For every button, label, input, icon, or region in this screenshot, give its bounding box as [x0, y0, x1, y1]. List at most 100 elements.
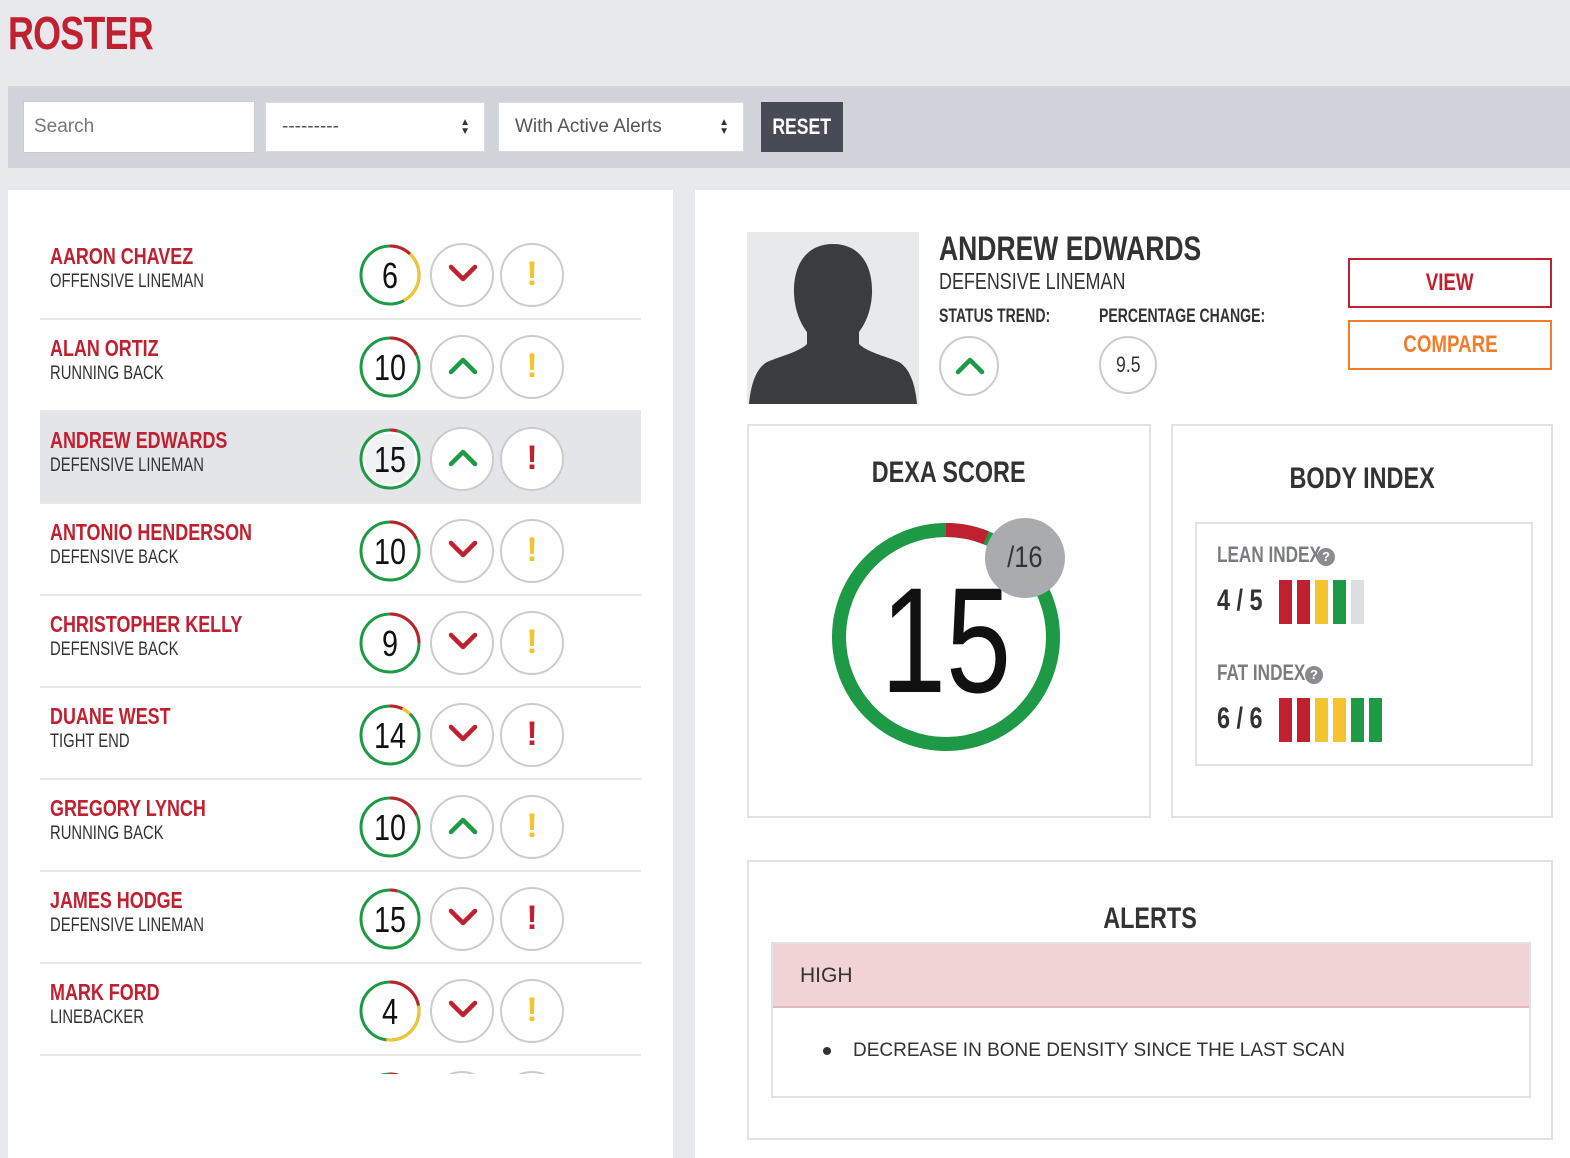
alert-icon[interactable]: !	[500, 795, 564, 859]
alert-icon[interactable]: !	[500, 243, 564, 307]
score-value: 10	[374, 807, 406, 848]
roster-row[interactable]: JAMES HODGE DEFENSIVE LINEMAN 15!	[40, 872, 641, 964]
view-button[interactable]: VIEW	[1348, 258, 1552, 308]
player-position: DEFENSIVE LINEMAN	[939, 268, 1126, 294]
score-ring: 15	[359, 428, 421, 490]
score-ring: 6	[359, 244, 421, 306]
player-name: CHRISTOPHER KELLY	[50, 611, 243, 637]
player-name: ANTONIO HENDERSON	[50, 519, 253, 545]
body-index-card: BODY INDEX LEAN INDEX ? 4 / 5 FAT INDEX …	[1171, 424, 1553, 818]
bullet-icon	[823, 1047, 831, 1055]
dexa-score-value: 15	[881, 556, 1011, 724]
lean-index-score: 4 / 5	[1217, 584, 1263, 617]
percentage-change-label: PERCENTAGE CHANGE:	[1099, 306, 1266, 327]
trend-down-icon[interactable]	[430, 703, 494, 767]
roster-row[interactable]: ANDREW EDWARDS DEFENSIVE LINEMAN 15!	[40, 412, 641, 504]
player-position: LINEBACKER	[50, 1007, 144, 1028]
alert-icon[interactable]: !	[500, 611, 564, 675]
player-position: OFFENSIVE LINEMAN	[50, 271, 204, 292]
select-arrows-icon: ▲ ▼	[719, 117, 729, 137]
help-icon[interactable]: ?	[1305, 666, 1323, 684]
player-position: TIGHT END	[50, 731, 130, 752]
player-name: AARON CHAVEZ	[50, 243, 194, 269]
index-bar	[1297, 698, 1310, 742]
fat-index-score: 6 / 6	[1217, 702, 1263, 735]
player-detail-panel: ANDREW EDWARDS DEFENSIVE LINEMAN STATUS …	[695, 190, 1570, 1158]
dexa-title: DEXA SCORE	[872, 456, 1026, 489]
alert-icon[interactable]: !	[500, 1071, 564, 1074]
alert-icon[interactable]: !	[500, 427, 564, 491]
index-bar	[1315, 698, 1328, 742]
trend-up-icon[interactable]	[430, 795, 494, 859]
roster-list[interactable]: AARON CHAVEZ OFFENSIVE LINEMAN 6! ALAN ORTI…	[40, 228, 641, 1074]
status-trend-label: STATUS TREND:	[939, 306, 1051, 327]
roster-row[interactable]: ANTONIO HENDERSON DEFENSIVE BACK 10!	[40, 504, 641, 596]
panel-divider	[673, 190, 695, 1158]
alert-box: HIGH DECREASE IN BONE DENSITY SINCE THE …	[771, 942, 1531, 1098]
position-select-value: ---------	[282, 116, 339, 137]
player-name: DUANE WEST	[50, 703, 171, 729]
score-ring: 15	[359, 888, 421, 950]
trend-up-icon[interactable]	[430, 335, 494, 399]
trend-up-icon	[939, 336, 999, 396]
alert-icon[interactable]: !	[500, 519, 564, 583]
alert-icon[interactable]: !	[500, 335, 564, 399]
roster-panel: AARON CHAVEZ OFFENSIVE LINEMAN 6! ALAN ORTI…	[8, 190, 673, 1158]
avatar	[747, 232, 919, 404]
score-value: 10	[374, 347, 406, 388]
roster-row[interactable]: ALAN ORTIZ RUNNING BACK 10!	[40, 320, 641, 412]
alerts-card: ALERTS HIGH DECREASE IN BONE DENSITY SIN…	[747, 860, 1553, 1140]
lean-index-label: LEAN INDEX	[1217, 542, 1321, 567]
alerts-title: ALERTS	[1103, 902, 1197, 935]
player-name: ANDREW EDWARDS	[939, 230, 1202, 268]
dexa-total-badge: /16	[985, 518, 1065, 598]
roster-row[interactable]: GREGORY LYNCH RUNNING BACK 10!	[40, 780, 641, 872]
player-name: GREGORY LYNCH	[50, 795, 206, 821]
reset-button[interactable]: RESET	[761, 102, 843, 152]
player-name: MARK FORD	[50, 979, 160, 1005]
roster-row[interactable]: MARK FORD LINEBACKER 4!	[40, 964, 641, 1056]
alert-icon[interactable]: !	[500, 979, 564, 1043]
index-bar	[1369, 698, 1382, 742]
position-select[interactable]: --------- ▲ ▼	[265, 102, 485, 152]
index-bar	[1351, 580, 1364, 624]
alert-icon[interactable]: !	[500, 703, 564, 767]
alert-icon[interactable]: !	[500, 887, 564, 951]
score-ring: 10	[359, 336, 421, 398]
player-position: DEFENSIVE LINEMAN	[50, 915, 205, 936]
roster-row[interactable]: AARON CHAVEZ OFFENSIVE LINEMAN 6!	[40, 228, 641, 320]
roster-row[interactable]: !	[40, 1056, 641, 1074]
index-bar	[1333, 580, 1346, 624]
score-value: 9	[382, 623, 398, 664]
score-ring	[359, 1072, 421, 1074]
score-ring: 4	[359, 980, 421, 1042]
score-ring: 10	[359, 796, 421, 858]
trend-up-icon[interactable]	[430, 427, 494, 491]
percentage-change-value: 9.5	[1099, 336, 1157, 394]
score-ring: 10	[359, 520, 421, 582]
trend-down-icon[interactable]	[430, 979, 494, 1043]
body-index-title: BODY INDEX	[1289, 462, 1435, 495]
roster-row[interactable]: CHRISTOPHER KELLY DEFENSIVE BACK 9!	[40, 596, 641, 688]
trend-down-icon[interactable]	[430, 243, 494, 307]
trend-down-icon[interactable]	[430, 611, 494, 675]
alerts-select-value: With Active Alerts	[515, 116, 662, 137]
person-silhouette-icon	[749, 244, 917, 404]
index-bar	[1333, 698, 1346, 742]
trend-down-icon[interactable]	[430, 1071, 494, 1074]
player-position: RUNNING BACK	[50, 823, 164, 844]
select-arrows-icon: ▲ ▼	[460, 117, 470, 137]
score-ring: 9	[359, 612, 421, 674]
index-bar	[1297, 580, 1310, 624]
compare-button[interactable]: COMPARE	[1348, 320, 1552, 370]
index-bar	[1279, 698, 1292, 742]
page-title: ROSTER	[8, 7, 154, 59]
filter-bar: --------- ▲▼ With Active Alerts ▲▼ RESET	[8, 86, 1570, 168]
trend-down-icon[interactable]	[430, 887, 494, 951]
roster-row[interactable]: DUANE WEST TIGHT END 14!	[40, 688, 641, 780]
help-icon[interactable]: ?	[1317, 548, 1335, 566]
score-value: 4	[382, 991, 398, 1032]
trend-down-icon[interactable]	[430, 519, 494, 583]
alerts-filter-select[interactable]: With Active Alerts ▲ ▼	[498, 102, 744, 152]
search-input[interactable]	[23, 101, 255, 153]
